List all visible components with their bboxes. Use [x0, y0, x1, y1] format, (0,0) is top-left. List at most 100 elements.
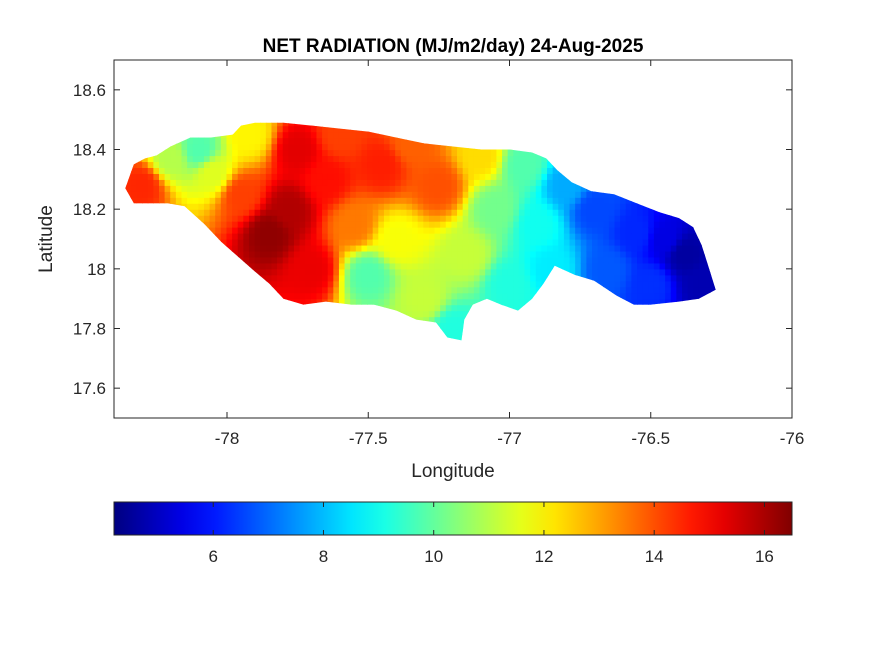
field-cell [586, 179, 593, 186]
field-cell [468, 137, 475, 145]
field-cell [417, 244, 424, 252]
field-cell [232, 274, 239, 282]
field-cell [395, 268, 402, 276]
field-cell [524, 203, 531, 210]
field-cell [653, 334, 661, 341]
field-cell [530, 298, 537, 306]
field-cell [136, 298, 143, 306]
field-cell [181, 131, 188, 139]
field-cell [608, 227, 616, 234]
field-cell [383, 122, 391, 127]
field-cell [457, 114, 463, 121]
field-cell [670, 334, 677, 341]
field-cell [480, 346, 486, 353]
field-cell [603, 298, 610, 306]
field-cell [670, 209, 677, 216]
field-cell [412, 328, 419, 336]
field-cell [327, 197, 334, 204]
field-cell [716, 281, 722, 288]
field-cell [265, 244, 273, 252]
field-cell [603, 137, 610, 145]
field-cell [687, 137, 694, 145]
field-cell [232, 280, 239, 288]
field-cell [344, 268, 351, 276]
field-cell [316, 161, 323, 168]
field-cell [344, 292, 351, 300]
field-cell [620, 280, 627, 288]
field-cell [158, 122, 166, 127]
field-cell [187, 131, 194, 139]
field-cell [361, 131, 368, 139]
field-cell [322, 274, 329, 282]
field-cell [490, 161, 498, 168]
field-cell [299, 209, 306, 216]
field-cell [355, 334, 363, 341]
field-cell [265, 250, 273, 258]
field-cell [518, 173, 526, 180]
field-cell [429, 114, 435, 121]
field-cell [181, 137, 188, 145]
field-cell [592, 280, 599, 288]
field-cell [164, 322, 171, 330]
field-cell [412, 185, 419, 192]
field-cell [215, 233, 222, 240]
field-cell [440, 197, 447, 204]
field-cell [215, 155, 222, 163]
field-cell [181, 173, 188, 180]
field-cell [524, 137, 531, 145]
field-cell [642, 250, 649, 258]
field-cell [248, 167, 256, 174]
field-cell [502, 256, 509, 264]
field-cell [552, 161, 559, 168]
field-cell [265, 280, 273, 288]
field-cell [569, 125, 576, 133]
field-cell [473, 227, 481, 234]
field-cell [327, 250, 334, 258]
field-cell [198, 292, 205, 300]
field-cell [248, 131, 256, 139]
field-cell [142, 256, 149, 264]
field-cell [232, 173, 239, 180]
field-cell [142, 161, 149, 168]
field-cell [344, 328, 351, 336]
field-cell [417, 316, 424, 324]
field-cell [665, 125, 672, 133]
field-cell [170, 143, 177, 151]
field-cell [389, 167, 396, 174]
field-cell [716, 340, 722, 347]
field-cell [248, 304, 256, 312]
field-cell [260, 256, 267, 264]
field-cell [125, 122, 126, 127]
field-cell [445, 233, 453, 240]
field-cell [485, 304, 492, 312]
field-cell [682, 155, 689, 163]
field-cell [260, 131, 267, 139]
field-cell [524, 262, 531, 270]
field-cell [164, 191, 171, 198]
field-cell [659, 310, 666, 318]
field-cell [243, 322, 250, 330]
field-cell [305, 334, 312, 341]
field-cell [485, 125, 492, 133]
field-cell [406, 203, 413, 210]
field-cell [473, 280, 481, 288]
field-cell [136, 328, 143, 336]
field-cell [400, 155, 408, 163]
field-cell [136, 239, 143, 246]
field-cell [130, 244, 138, 252]
field-cell [569, 262, 576, 270]
field-cell [158, 131, 166, 139]
field-cell [130, 143, 138, 151]
field-cell [412, 125, 419, 133]
field-cell [513, 256, 520, 264]
field-cell [254, 233, 261, 240]
field-cell [209, 203, 216, 210]
field-cell [395, 346, 401, 353]
field-cell [395, 137, 402, 145]
field-cell [580, 209, 587, 216]
field-cell [164, 310, 171, 318]
field-cell [440, 215, 447, 222]
field-cell [367, 179, 374, 186]
field-cell [372, 191, 379, 198]
field-cell [395, 215, 402, 222]
